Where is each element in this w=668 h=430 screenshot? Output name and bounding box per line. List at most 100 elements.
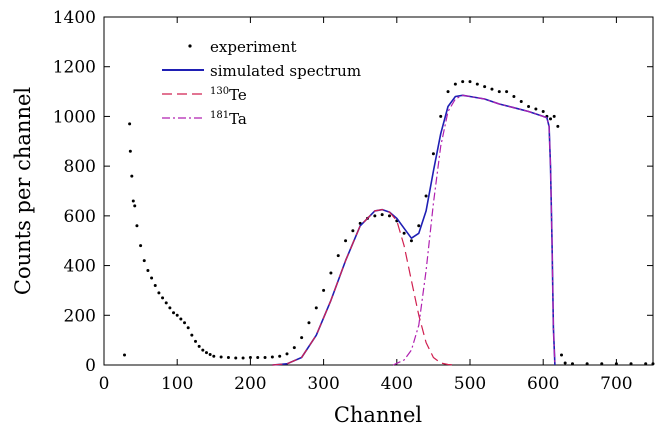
- legend-marker-experiment: [188, 44, 192, 48]
- x-tick-label-7: 700: [600, 374, 632, 394]
- x-tick-label-4: 400: [381, 374, 413, 394]
- data-point-experiment: [560, 353, 563, 357]
- x-tick-label-0: 0: [99, 374, 110, 394]
- legend-name-te: Te: [229, 86, 247, 104]
- data-point-experiment: [190, 333, 194, 337]
- data-point-experiment: [387, 214, 391, 218]
- x-tick-label-3: 300: [307, 374, 339, 394]
- data-point-experiment: [128, 149, 132, 153]
- data-point-experiment: [183, 321, 187, 325]
- y-axis-title: Counts per channel: [11, 87, 35, 296]
- data-point-experiment: [461, 80, 465, 84]
- x-axis-title: Channel: [334, 403, 423, 427]
- data-point-experiment: [556, 124, 560, 128]
- data-point-experiment: [380, 213, 384, 217]
- data-point-experiment: [570, 362, 574, 366]
- data-point-experiment: [373, 214, 377, 218]
- data-point-experiment: [512, 95, 516, 99]
- data-point-experiment: [234, 356, 238, 360]
- data-point-experiment: [194, 339, 197, 343]
- legend-label-te: 130Te: [210, 86, 247, 104]
- data-point-experiment: [201, 348, 205, 352]
- data-point-experiment: [150, 276, 154, 280]
- data-point-experiment: [409, 239, 413, 243]
- y-tick-label-1: 200: [64, 306, 96, 326]
- data-point-experiment: [549, 117, 553, 121]
- data-point-experiment: [128, 122, 132, 126]
- data-point-experiment: [212, 354, 216, 358]
- data-point-experiment: [483, 85, 487, 89]
- data-point-experiment: [157, 291, 161, 295]
- y-tick-label-6: 1200: [53, 58, 96, 78]
- data-point-experiment: [204, 351, 208, 355]
- series-layer: [122, 80, 655, 366]
- legend-sup-ta: 181: [210, 110, 229, 121]
- data-point-experiment: [142, 259, 146, 263]
- data-point-experiment: [402, 231, 406, 235]
- plot-frame: [103, 16, 654, 366]
- legend-label-simulated: simulated spectrum: [210, 62, 361, 80]
- data-point-experiment: [585, 362, 589, 366]
- data-point-experiment: [644, 362, 648, 366]
- series-line-ta: [392, 94, 556, 366]
- data-point-experiment: [197, 344, 201, 348]
- data-point-experiment: [453, 82, 457, 86]
- axis-ticks: 0 100 200 300 400 500 600 700 0 200 400 600 800 1000 1…: [53, 8, 653, 394]
- data-point-experiment: [241, 356, 245, 360]
- data-point-experiment: [139, 244, 143, 248]
- data-point-experiment: [186, 326, 190, 330]
- data-point-experiment: [439, 114, 443, 118]
- data-point-experiment: [307, 321, 311, 325]
- data-point-experiment: [256, 356, 260, 360]
- legend-label-experiment: experiment: [210, 38, 297, 56]
- x-tick-label-1: 100: [161, 374, 193, 394]
- x-tick-label-6: 600: [527, 374, 559, 394]
- legend-sup-te: 130: [210, 86, 229, 97]
- data-point-experiment: [208, 353, 212, 357]
- legend-label-ta: 181Ta: [210, 110, 247, 128]
- y-tick-label-5: 1000: [53, 107, 96, 127]
- data-point-experiment: [172, 311, 176, 315]
- data-point-experiment: [179, 317, 183, 321]
- data-point-experiment: [135, 224, 139, 228]
- data-point-experiment: [468, 80, 472, 84]
- legend-name-ta: Ta: [229, 110, 247, 128]
- data-point-experiment: [263, 356, 267, 360]
- x-tick-label-2: 200: [234, 374, 266, 394]
- data-point-experiment: [552, 114, 556, 118]
- series-line-te: [272, 209, 456, 366]
- x-tick-label-5: 500: [454, 374, 486, 394]
- data-point-experiment: [417, 224, 421, 228]
- series-line-simulated: [272, 94, 556, 366]
- y-tick-label-2: 400: [64, 257, 96, 277]
- data-point-experiment: [270, 355, 274, 359]
- y-tick-label-3: 600: [64, 207, 96, 227]
- y-tick-label-4: 800: [64, 157, 96, 177]
- legend: experiment simulated spectrum 130Te 181T…: [162, 38, 361, 128]
- data-point-experiment: [248, 356, 252, 360]
- y-tick-label-7: 1400: [53, 8, 96, 28]
- data-point-experiment: [563, 361, 567, 365]
- data-point-experiment: [292, 346, 296, 350]
- data-point-experiment: [446, 90, 450, 94]
- data-point-experiment: [424, 194, 428, 198]
- data-point-experiment: [475, 82, 479, 86]
- data-point-experiment: [278, 354, 282, 358]
- data-point-experiment: [344, 239, 348, 243]
- data-point-experiment: [629, 362, 633, 366]
- data-point-experiment: [519, 100, 523, 104]
- data-point-experiment: [651, 362, 655, 366]
- data-point-experiment: [161, 296, 165, 300]
- data-point-experiment: [314, 306, 318, 310]
- data-point-experiment: [336, 254, 340, 258]
- data-point-experiment: [505, 90, 509, 94]
- data-point-experiment: [300, 336, 304, 340]
- data-point-experiment: [285, 352, 289, 356]
- data-point-experiment: [351, 229, 355, 233]
- data-point-experiment: [131, 199, 135, 203]
- data-point-experiment: [322, 288, 326, 292]
- data-point-experiment: [490, 87, 494, 91]
- data-point-experiment: [164, 301, 168, 305]
- data-point-experiment: [146, 269, 150, 273]
